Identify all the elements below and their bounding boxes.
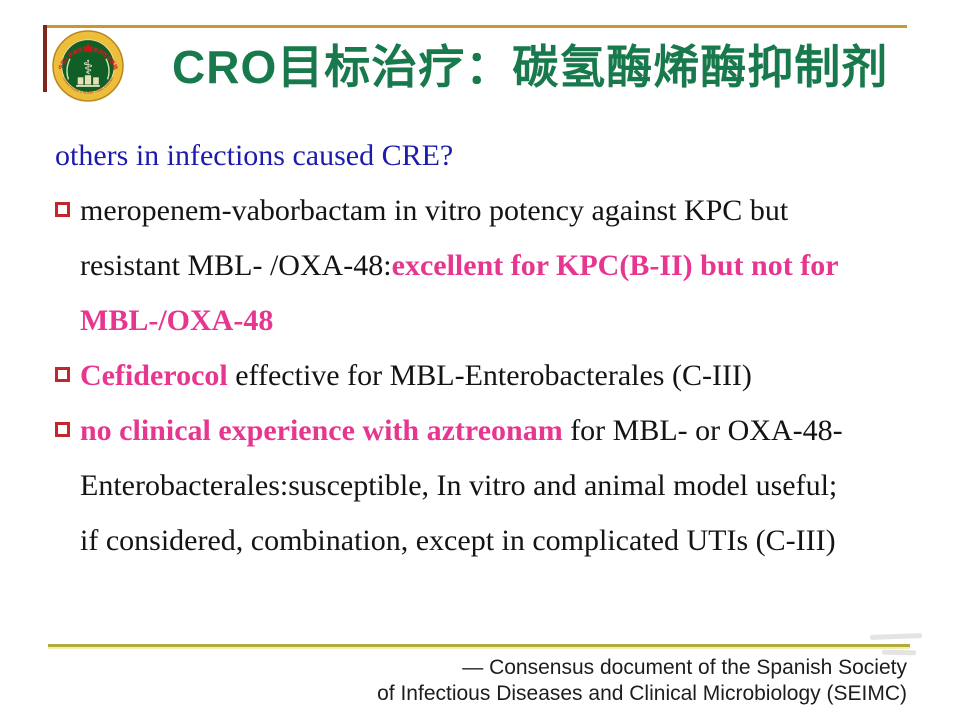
bullet-square-icon [55,367,70,382]
bullet3-continuation-2: if considered, combination, except in co… [80,524,836,557]
question-line: others in infections caused CRE? [55,128,920,183]
bullet3-emphasis: no clinical experience with aztreonam [80,414,571,447]
emblem-green-field [61,39,115,93]
slide-body: others in infections caused CRE? meropen… [55,128,920,568]
citation: — Consensus document of the Spanish Soci… [187,655,907,707]
caduceus-icon: ⚕ [83,58,94,79]
bullet-item-3-line-1: no clinical experience with aztreonam fo… [55,403,920,458]
emblem-buildings [76,75,100,87]
hospital-emblem-logo: 中国人民解放军南部战区总医院 General Hospital of South… [52,30,124,102]
bullet-item-3-line-3: if considered, combination, except in co… [55,513,920,568]
bullet1-continuation: resistant MBL- /OXA-48: [80,249,392,282]
bullet-item-1-line-3: MBL-/OXA-48 [55,293,920,348]
bullet-square-icon [55,422,70,437]
bullet3-continuation-1: Enterobacterales:susceptible, In vitro a… [80,469,838,502]
bullet1-text: meropenem-vaborbactam in vitro potency a… [80,194,789,227]
bullet1-emphasis: excellent for KPC(B-II) but not for [391,249,839,282]
header-top-rule [47,25,907,28]
bullet-square-icon [55,202,70,217]
bullet2-emphasis: Cefiderocol [80,359,236,392]
bullet-item-2: Cefiderocol effective for MBL-Enterobact… [55,348,920,403]
header-side-rule [43,25,47,92]
bullet-item-1-line-2: resistant MBL- /OXA-48:excellent for KPC… [55,238,920,293]
wreath-right [105,58,110,80]
wreath-left [66,58,71,80]
bullet1-emphasis-2: MBL-/OXA-48 [80,304,274,337]
footer-rule [48,644,910,647]
star-icon [82,42,94,54]
slide-title: CRO目标治疗：碳氢酶烯酶抑制剂 [172,41,889,93]
citation-line-1: — Consensus document of the Spanish Soci… [462,656,907,679]
bullet-item-3-line-2: Enterobacterales:susceptible, In vitro a… [55,458,920,513]
bullet2-text: effective for MBL-Enterobacterales (C-II… [235,359,752,392]
citation-line-2: of Infectious Diseases and Clinical Micr… [377,682,907,705]
question-text: others in infections caused CRE? [55,139,454,172]
bullet3-text: for MBL- or OXA-48- [570,414,843,447]
bullet-item-1-line-1: meropenem-vaborbactam in vitro potency a… [55,183,920,238]
